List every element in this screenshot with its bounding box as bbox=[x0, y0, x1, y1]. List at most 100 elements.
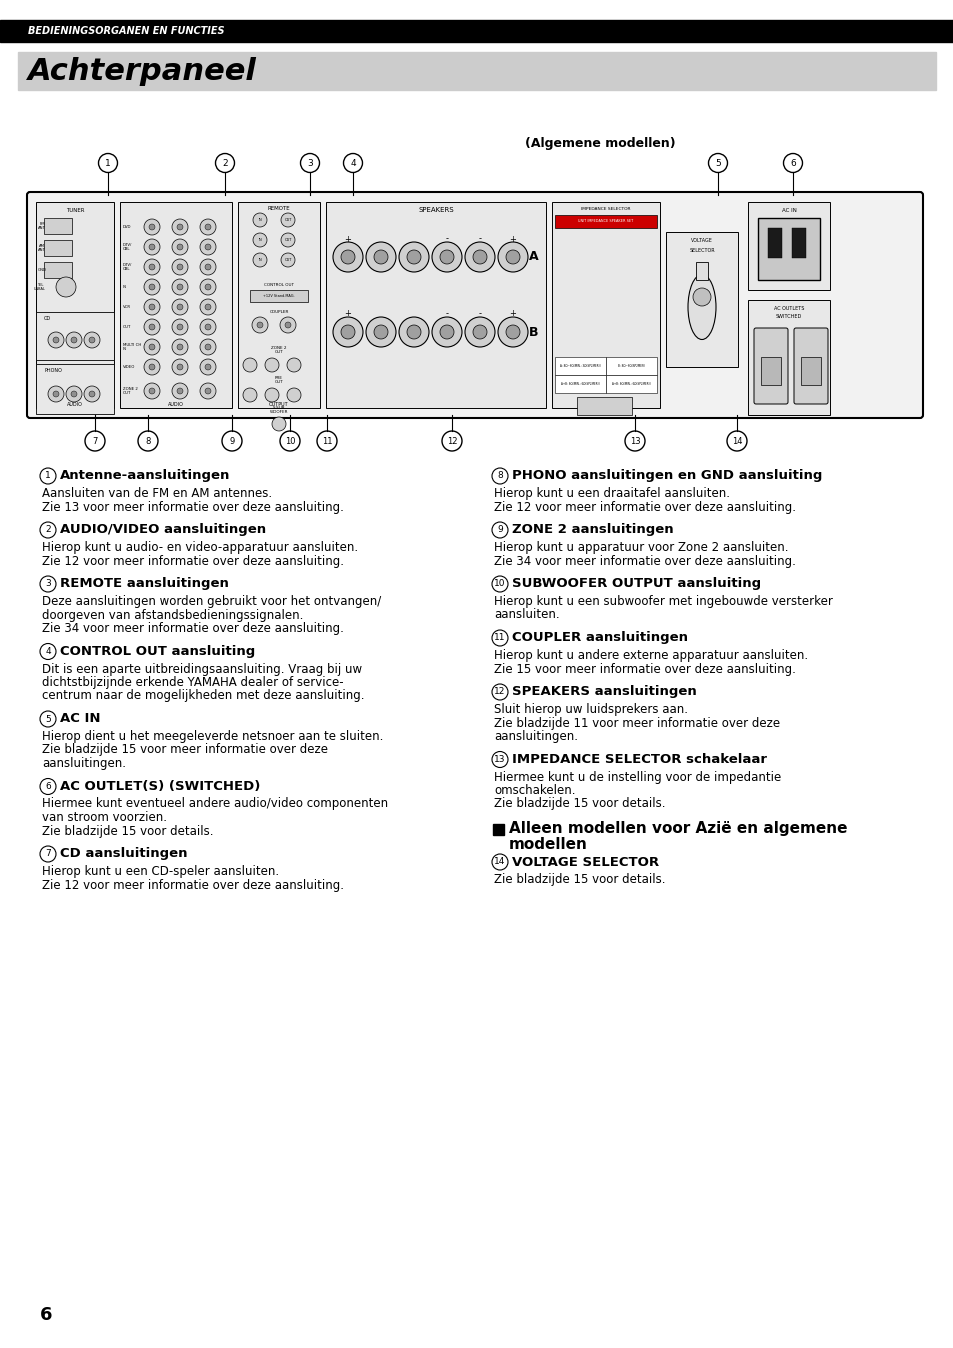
Text: 13: 13 bbox=[629, 437, 639, 445]
Text: 6: 6 bbox=[40, 1306, 52, 1324]
Text: IN: IN bbox=[258, 257, 261, 262]
Circle shape bbox=[172, 383, 188, 399]
Circle shape bbox=[205, 244, 211, 249]
Circle shape bbox=[149, 324, 154, 330]
Text: A: A bbox=[529, 251, 538, 263]
Text: (Algemene modellen): (Algemene modellen) bbox=[524, 136, 675, 150]
Circle shape bbox=[172, 319, 188, 336]
Circle shape bbox=[253, 213, 267, 226]
Bar bbox=[555, 375, 605, 394]
Circle shape bbox=[473, 249, 486, 264]
Circle shape bbox=[172, 259, 188, 275]
Bar bbox=[326, 202, 545, 408]
Circle shape bbox=[205, 344, 211, 350]
Text: Hierop kunt u audio- en video-apparatuur aansluiten.: Hierop kunt u audio- en video-apparatuur… bbox=[42, 541, 357, 554]
Circle shape bbox=[252, 317, 268, 333]
Circle shape bbox=[281, 233, 294, 247]
Text: +: + bbox=[509, 235, 516, 244]
Text: TUNER: TUNER bbox=[66, 208, 84, 213]
Text: 3: 3 bbox=[45, 580, 51, 589]
Text: OUT: OUT bbox=[284, 239, 292, 243]
Text: SUBWOOFER OUTPUT aansluiting: SUBWOOFER OUTPUT aansluiting bbox=[512, 577, 760, 590]
Bar bbox=[605, 375, 657, 394]
Circle shape bbox=[177, 364, 183, 369]
Text: Zie 34 voor meer informatie over deze aansluiting.: Zie 34 voor meer informatie over deze aa… bbox=[42, 621, 343, 635]
Circle shape bbox=[200, 239, 215, 255]
Text: A+B: 8Ω(MIN.: 6Ω(SP2MER)): A+B: 8Ω(MIN.: 6Ω(SP2MER)) bbox=[560, 381, 599, 386]
Circle shape bbox=[172, 239, 188, 255]
Circle shape bbox=[177, 388, 183, 394]
Circle shape bbox=[200, 299, 215, 315]
Text: A: 8Ω~6Ω(MIN.: 3Ω(SP2MER)): A: 8Ω~6Ω(MIN.: 3Ω(SP2MER)) bbox=[559, 364, 600, 368]
Text: Sluit hierop uw luidsprekers aan.: Sluit hierop uw luidsprekers aan. bbox=[494, 704, 687, 716]
Text: 14: 14 bbox=[494, 857, 505, 867]
Text: Zie 15 voor meer informatie over deze aansluiting.: Zie 15 voor meer informatie over deze aa… bbox=[494, 662, 795, 675]
Text: OUT: OUT bbox=[123, 325, 132, 329]
Text: REMOTE: REMOTE bbox=[268, 206, 290, 212]
Text: Aansluiten van de FM en AM antennes.: Aansluiten van de FM en AM antennes. bbox=[42, 487, 272, 500]
Bar bbox=[577, 398, 631, 415]
Text: Alleen modellen voor Azië en algemene: Alleen modellen voor Azië en algemene bbox=[509, 821, 846, 836]
Text: dichtstbijzijnde erkende YAMAHA dealer of service-: dichtstbijzijnde erkende YAMAHA dealer o… bbox=[42, 675, 343, 689]
Circle shape bbox=[205, 324, 211, 330]
Text: AC IN: AC IN bbox=[60, 713, 100, 725]
Text: Hierop kunt u een draaitafel aansluiten.: Hierop kunt u een draaitafel aansluiten. bbox=[494, 487, 729, 500]
Bar bbox=[120, 202, 232, 408]
Circle shape bbox=[149, 344, 154, 350]
Text: IN: IN bbox=[258, 218, 261, 222]
Circle shape bbox=[66, 386, 82, 402]
Circle shape bbox=[149, 264, 154, 270]
Bar bbox=[44, 240, 71, 256]
Text: SPEAKERS: SPEAKERS bbox=[417, 208, 454, 213]
Text: aansluiten.: aansluiten. bbox=[494, 608, 559, 621]
Text: 6: 6 bbox=[45, 782, 51, 791]
Circle shape bbox=[497, 243, 527, 272]
FancyBboxPatch shape bbox=[793, 328, 827, 404]
Text: Deze aansluitingen worden gebruikt voor het ontvangen/: Deze aansluitingen worden gebruikt voor … bbox=[42, 594, 381, 608]
Circle shape bbox=[497, 317, 527, 346]
Text: 13: 13 bbox=[494, 755, 505, 764]
Circle shape bbox=[53, 337, 59, 342]
Text: 8: 8 bbox=[497, 472, 502, 480]
Text: PHONO aansluitingen en GND aansluiting: PHONO aansluitingen en GND aansluiting bbox=[512, 469, 821, 483]
Text: Hierop kunt u een subwoofer met ingebouwde versterker: Hierop kunt u een subwoofer met ingebouw… bbox=[494, 594, 832, 608]
Text: Hierop kunt u andere externe apparatuur aansluiten.: Hierop kunt u andere externe apparatuur … bbox=[494, 648, 807, 662]
Circle shape bbox=[205, 364, 211, 369]
Text: Zie bladzijde 15 voor meer informatie over deze: Zie bladzijde 15 voor meer informatie ov… bbox=[42, 744, 328, 756]
Bar bbox=[801, 357, 821, 386]
Circle shape bbox=[253, 253, 267, 267]
Text: UNIT IMPEDANCE SPEAKER SET: UNIT IMPEDANCE SPEAKER SET bbox=[578, 218, 633, 222]
Text: CD aansluitingen: CD aansluitingen bbox=[60, 848, 188, 860]
Bar bbox=[36, 364, 113, 414]
Circle shape bbox=[505, 249, 519, 264]
Text: AC IN: AC IN bbox=[781, 208, 796, 213]
Circle shape bbox=[172, 338, 188, 355]
Circle shape bbox=[374, 325, 388, 338]
Circle shape bbox=[200, 218, 215, 235]
Circle shape bbox=[200, 359, 215, 375]
Circle shape bbox=[177, 324, 183, 330]
Text: VOLTAGE SELECTOR: VOLTAGE SELECTOR bbox=[512, 856, 659, 868]
Bar bbox=[493, 824, 503, 834]
Circle shape bbox=[84, 386, 100, 402]
Circle shape bbox=[144, 299, 160, 315]
Circle shape bbox=[71, 391, 77, 398]
Circle shape bbox=[407, 325, 420, 338]
Circle shape bbox=[243, 388, 256, 402]
Text: Zie bladzijde 11 voor meer informatie over deze: Zie bladzijde 11 voor meer informatie ov… bbox=[494, 717, 780, 729]
Text: IN: IN bbox=[258, 239, 261, 243]
Bar bbox=[250, 290, 308, 302]
Text: Hierop dient u het meegeleverde netsnoer aan te sluiten.: Hierop dient u het meegeleverde netsnoer… bbox=[42, 731, 383, 743]
Circle shape bbox=[280, 317, 295, 333]
Text: FM
ANT: FM ANT bbox=[38, 221, 46, 231]
Text: MULTI CH
IN: MULTI CH IN bbox=[123, 342, 141, 352]
Text: OUTPUT: OUTPUT bbox=[269, 403, 289, 407]
Circle shape bbox=[439, 325, 454, 338]
Text: 5: 5 bbox=[45, 714, 51, 724]
Circle shape bbox=[149, 224, 154, 231]
Text: Zie 12 voor meer informatie over deze aansluiting.: Zie 12 voor meer informatie over deze aa… bbox=[42, 879, 344, 891]
Text: Hierop kunt u apparatuur voor Zone 2 aansluiten.: Hierop kunt u apparatuur voor Zone 2 aan… bbox=[494, 541, 788, 554]
Text: VIDEO: VIDEO bbox=[123, 365, 135, 369]
Circle shape bbox=[205, 305, 211, 310]
Bar bbox=[44, 262, 71, 278]
